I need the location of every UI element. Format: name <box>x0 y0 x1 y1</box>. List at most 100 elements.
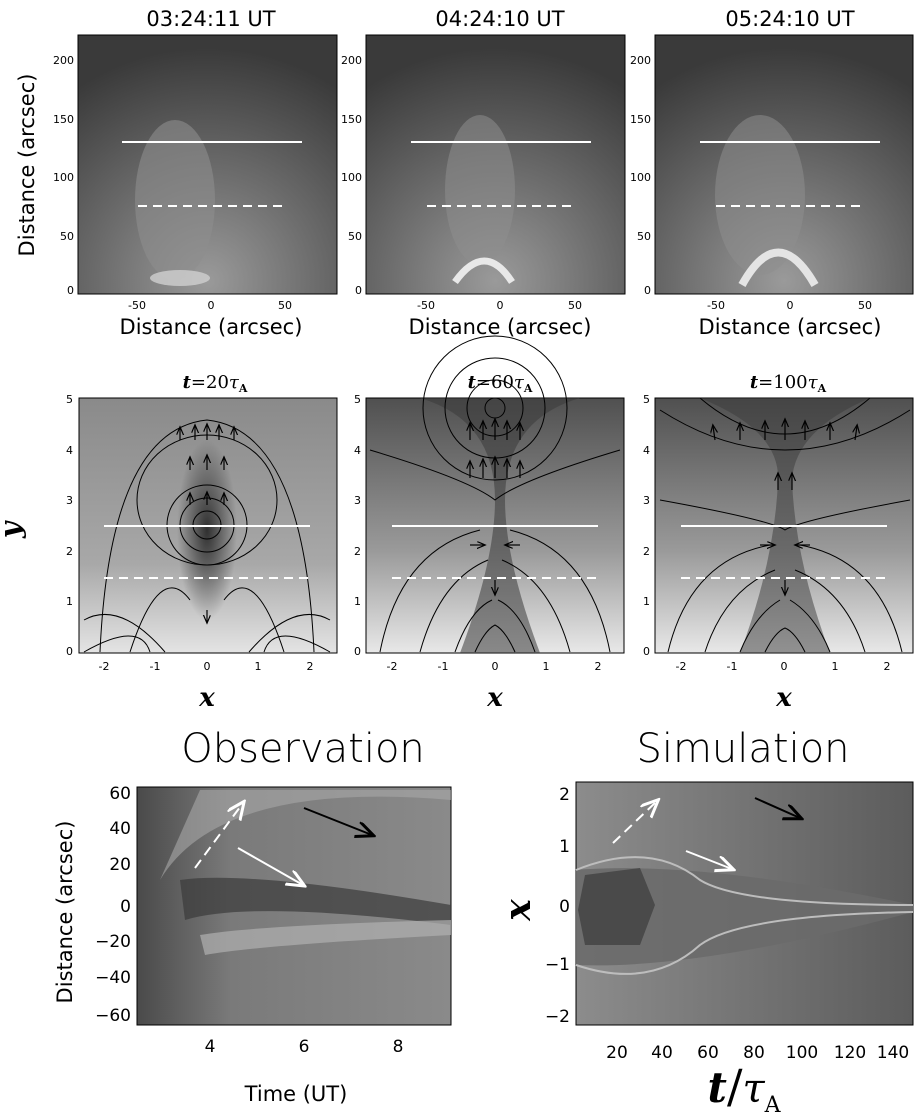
obs-stack-ytick-0: 0 <box>120 897 131 917</box>
sim-stack-core <box>578 868 655 945</box>
sim-panel-3-title: t=100τA <box>750 372 827 395</box>
sim1-eq: = <box>191 372 206 393</box>
sim2-ytick-1: 1 <box>354 595 361 608</box>
sim-panel-3-velocity-arrows <box>713 420 857 594</box>
sim3-xtick-0: 0 <box>781 660 788 673</box>
sim2-ytick-0: 0 <box>354 645 361 658</box>
sim2-xtick-m2: -2 <box>387 660 398 673</box>
sim-panel-1-velocity-arrows <box>180 425 234 622</box>
obs-panel-1-time: 03:24:11 UT <box>146 7 275 31</box>
sim3-ytick-5: 5 <box>643 393 650 406</box>
sim1-xtick-0: 0 <box>204 660 211 673</box>
sim-stack-ytick-m2: −2 <box>545 1007 570 1027</box>
stackplot-observation: Observation 60 40 20 0 −20 −40 −60 4 6 8… <box>53 726 452 1106</box>
sim-white-arrow <box>685 850 732 869</box>
sim-panel-1-ylabel: y <box>0 520 27 539</box>
sim-stack-xtick-80: 80 <box>743 1043 765 1063</box>
sim3-xtick-m1: -1 <box>727 660 738 673</box>
sim-axes: 5 4 3 2 1 0 -2 -1 0 1 2 5 4 3 2 1 0 -2 -… <box>0 393 891 713</box>
sim3-tau: τ <box>808 372 819 393</box>
sim-stack-ytick-2: 2 <box>559 785 570 805</box>
sim1-ytick-4: 4 <box>66 444 73 457</box>
obs1-xtick-0: 0 <box>208 299 215 312</box>
sim-panel-3-xlabel: x <box>775 683 792 713</box>
sim-stack-xlabel-tau: τ <box>742 1066 765 1112</box>
sim1-xtick-m2: -2 <box>99 660 110 673</box>
obs2-xtick-0: 0 <box>497 299 504 312</box>
obs-panel-1-ylabel: Distance (arcsec) <box>15 74 39 257</box>
sim-panel-2: t=60τA <box>365 335 625 654</box>
obs-stack-xtick-4: 4 <box>205 1037 216 1057</box>
sim-stack-ylabel: x <box>497 899 539 922</box>
obs3-ytick-100: 100 <box>630 171 651 184</box>
sim-stack-xlabel-sub: A <box>764 1093 782 1118</box>
sim2-ytick-4: 4 <box>354 444 361 457</box>
sim3-tau-sub: A <box>817 382 827 395</box>
sim2-xtick-0: 0 <box>492 660 499 673</box>
sim1-ytick-3: 3 <box>66 494 73 507</box>
sim3-tval: 100 <box>773 372 807 393</box>
sim3-ytick-4: 4 <box>643 444 650 457</box>
sim2-xtick-2: 2 <box>595 660 602 673</box>
sim-dashed-white-arrow <box>612 801 657 844</box>
sim1-tau-sub: A <box>238 382 248 395</box>
obs-white-arrow <box>237 847 303 885</box>
obs2-ytick-50: 50 <box>348 230 362 243</box>
obs-stack-ytick-20: 20 <box>109 855 131 875</box>
obs-stack-xtick-6: 6 <box>299 1037 310 1057</box>
sim-panel-2-xlabel: x <box>486 683 503 713</box>
sim3-ytick-1: 1 <box>643 595 650 608</box>
sim-stack-upper-edge <box>575 856 914 906</box>
obs2-ytick-0: 0 <box>355 284 362 297</box>
obs-panel-1-bright-loop <box>150 270 210 286</box>
sim-stack-xtick-60: 60 <box>697 1043 719 1063</box>
sim1-ytick-0: 0 <box>66 645 73 658</box>
sim2-ytick-2: 2 <box>354 545 361 558</box>
sim2-tau-sub: A <box>523 382 533 395</box>
sim-panel-3: t=100τA <box>654 372 914 654</box>
obs3-ytick-50: 50 <box>637 230 651 243</box>
obs-panel-3-glow <box>715 115 805 275</box>
obs-panel-3-time: 05:24:10 UT <box>725 7 854 31</box>
sim-panel-1-title: t=20τA <box>183 372 248 395</box>
sim2-ytick-5: 5 <box>354 393 361 406</box>
sim1-ytick-2: 2 <box>66 545 73 558</box>
obs-stack-xtick-8: 8 <box>393 1037 404 1057</box>
sim-stack-lower-edge <box>575 911 914 975</box>
obs3-ytick-0: 0 <box>644 284 651 297</box>
obs-stack-ytick-m60: −60 <box>95 1006 131 1026</box>
obs-stack-ytick-m40: −40 <box>95 968 131 988</box>
sim1-xtick-1: 1 <box>255 660 262 673</box>
obs-panel-1: 03:24:11 UT <box>77 7 338 295</box>
sim1-t: t <box>183 372 192 393</box>
sim-panel-2-field-lines <box>369 335 621 653</box>
obs1-xtick-50: 50 <box>278 299 292 312</box>
sim3-eq: = <box>758 372 773 393</box>
sim-stack-xtick-100: 100 <box>786 1043 818 1063</box>
sim2-tval: 60 <box>491 372 514 393</box>
obs-panel-2-bright-loop <box>452 257 515 285</box>
obs2-ytick-150: 150 <box>341 113 362 126</box>
obs1-ytick-150: 150 <box>53 113 74 126</box>
sim-panel-2-title: t=60τA <box>468 372 533 395</box>
sim2-tau: τ <box>514 372 525 393</box>
obs-panel-1-glow <box>135 120 215 280</box>
sim3-t: t <box>750 372 759 393</box>
obs1-ytick-50: 50 <box>60 230 74 243</box>
obs-stack-dark-band <box>180 877 451 925</box>
obs-stack-ytick-40: 40 <box>109 819 131 839</box>
sim-stack-ytick-1: 1 <box>559 837 570 857</box>
sim3-ytick-3: 3 <box>643 494 650 507</box>
sim2-t: t <box>468 372 477 393</box>
sim-stack-ytick-0: 0 <box>559 897 570 917</box>
obs3-ytick-200: 200 <box>630 54 651 67</box>
sim-stack-xtick-20: 20 <box>606 1043 628 1063</box>
obs3-xtick-0: 0 <box>787 299 794 312</box>
stackplot-simulation: Simulation 2 1 0 −1 −2 20 40 60 80 100 1… <box>497 726 914 1118</box>
sim-panel-2-velocity-arrows <box>470 420 520 594</box>
obs-stack-bright-band <box>200 920 451 955</box>
sim-stack-xlabel-t: t <box>708 1063 727 1112</box>
obs2-ytick-200: 200 <box>341 54 362 67</box>
obs1-ytick-200: 200 <box>53 54 74 67</box>
